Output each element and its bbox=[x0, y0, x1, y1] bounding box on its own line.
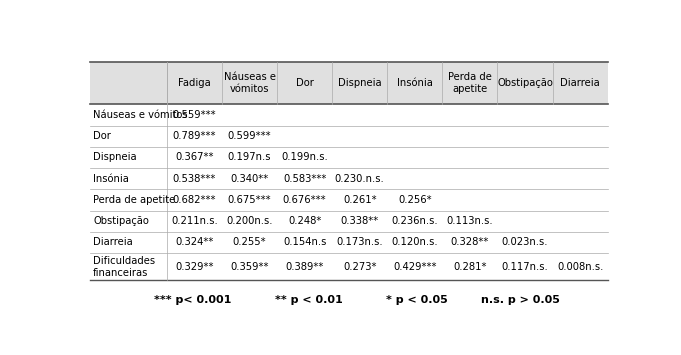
Text: Diarreia: Diarreia bbox=[93, 237, 133, 247]
Text: 0.273*: 0.273* bbox=[343, 262, 377, 272]
Bar bbox=[91, 211, 607, 232]
Text: Insónia: Insónia bbox=[397, 78, 432, 88]
Text: 0.154n.s: 0.154n.s bbox=[283, 237, 326, 247]
Text: Dispneia: Dispneia bbox=[93, 153, 137, 163]
Bar bbox=[91, 126, 607, 147]
Text: Obstipação: Obstipação bbox=[497, 78, 553, 88]
Text: 0.211n.s.: 0.211n.s. bbox=[171, 216, 218, 226]
Text: n.s. p > 0.05: n.s. p > 0.05 bbox=[481, 295, 560, 305]
Text: Dificuldades
financeiras: Dificuldades financeiras bbox=[93, 256, 155, 278]
Text: 0.008n.s.: 0.008n.s. bbox=[557, 262, 603, 272]
Text: ** p < 0.01: ** p < 0.01 bbox=[275, 295, 343, 305]
Bar bbox=[91, 147, 607, 168]
Text: Dispneia: Dispneia bbox=[338, 78, 381, 88]
Text: Náuseas e
vómitos: Náuseas e vómitos bbox=[223, 72, 276, 94]
Text: Insónia: Insónia bbox=[93, 174, 129, 184]
Bar bbox=[91, 104, 607, 126]
Text: 0.559***: 0.559*** bbox=[173, 110, 217, 120]
Text: Dor: Dor bbox=[93, 131, 111, 141]
Text: 0.329**: 0.329** bbox=[175, 262, 214, 272]
Text: 0.199n.s.: 0.199n.s. bbox=[281, 153, 328, 163]
Text: 0.599***: 0.599*** bbox=[227, 131, 272, 141]
Text: Dor: Dor bbox=[296, 78, 313, 88]
Text: 0.789***: 0.789*** bbox=[173, 131, 217, 141]
Text: 0.429***: 0.429*** bbox=[393, 262, 437, 272]
Text: 0.682***: 0.682*** bbox=[173, 195, 217, 205]
Bar bbox=[91, 253, 607, 280]
Text: 0.248*: 0.248* bbox=[288, 216, 321, 226]
Bar bbox=[91, 168, 607, 189]
Text: 0.328**: 0.328** bbox=[451, 237, 489, 247]
Text: 0.389**: 0.389** bbox=[285, 262, 324, 272]
Text: 0.338**: 0.338** bbox=[340, 216, 379, 226]
Text: 0.261*: 0.261* bbox=[343, 195, 377, 205]
Text: Náuseas e vómitos: Náuseas e vómitos bbox=[93, 110, 188, 120]
Text: 0.113n.s.: 0.113n.s. bbox=[447, 216, 493, 226]
Text: 0.236n.s.: 0.236n.s. bbox=[392, 216, 438, 226]
Text: 0.367**: 0.367** bbox=[175, 153, 214, 163]
Text: 0.675***: 0.675*** bbox=[227, 195, 272, 205]
Text: *** p< 0.001: *** p< 0.001 bbox=[154, 295, 231, 305]
Text: 0.117n.s.: 0.117n.s. bbox=[502, 262, 548, 272]
Text: Perda de
apetite: Perda de apetite bbox=[448, 72, 492, 94]
Text: 0.324**: 0.324** bbox=[175, 237, 214, 247]
Text: 0.173n.s.: 0.173n.s. bbox=[336, 237, 383, 247]
Text: Perda de apetite: Perda de apetite bbox=[93, 195, 175, 205]
Text: Obstipação: Obstipação bbox=[93, 216, 149, 226]
Text: 0.359**: 0.359** bbox=[230, 262, 269, 272]
Text: 0.256*: 0.256* bbox=[398, 195, 432, 205]
Text: 0.197n.s: 0.197n.s bbox=[228, 153, 271, 163]
Text: 0.340**: 0.340** bbox=[230, 174, 269, 184]
Text: 0.120n.s.: 0.120n.s. bbox=[392, 237, 438, 247]
Text: Fadiga: Fadiga bbox=[178, 78, 211, 88]
Text: 0.023n.s.: 0.023n.s. bbox=[502, 237, 548, 247]
Text: 0.255*: 0.255* bbox=[233, 237, 266, 247]
Text: 0.200n.s.: 0.200n.s. bbox=[226, 216, 273, 226]
Text: 0.538***: 0.538*** bbox=[173, 174, 216, 184]
Text: 0.281*: 0.281* bbox=[453, 262, 487, 272]
Bar bbox=[91, 189, 607, 211]
Text: Diarreia: Diarreia bbox=[560, 78, 600, 88]
Bar bbox=[91, 232, 607, 253]
Text: 0.583***: 0.583*** bbox=[283, 174, 326, 184]
Text: 0.230.n.s.: 0.230.n.s. bbox=[335, 174, 385, 184]
Bar bbox=[91, 62, 607, 104]
Text: 0.676***: 0.676*** bbox=[283, 195, 326, 205]
Text: * p < 0.05: * p < 0.05 bbox=[386, 295, 447, 305]
